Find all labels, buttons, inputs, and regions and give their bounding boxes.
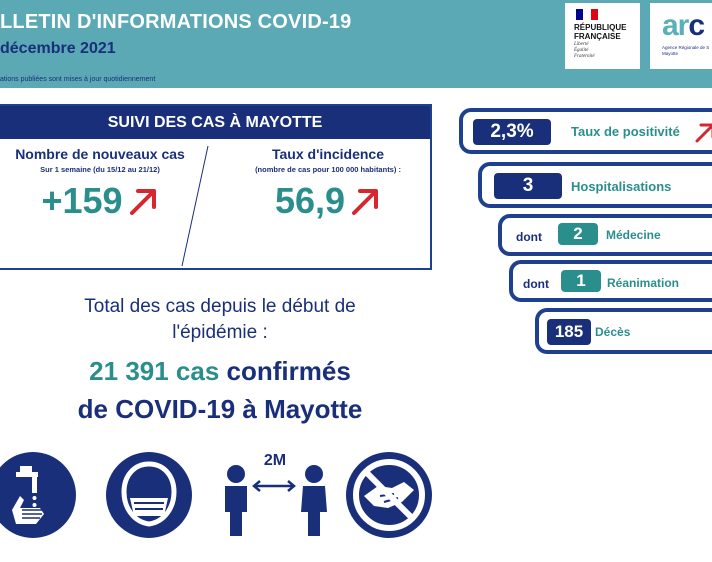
hospitalisations-stat: 3 Hospitalisations: [478, 162, 712, 208]
incidence-unit: (nombre de cas pour 100 000 habitants) :: [255, 165, 401, 174]
total-intro-line1: Total des cas depuis le début de: [84, 296, 356, 317]
french-flag-icon: [576, 9, 598, 20]
reanimation-label: Réanimation: [607, 276, 680, 290]
update-note: ations publiées sont mises à jour quotid…: [0, 76, 156, 83]
column-divider: [181, 146, 209, 266]
total-confirmed-word: confirmés: [226, 356, 351, 386]
bulletin-date: décembre 2021: [0, 40, 116, 57]
cases-panel: SUIVI DES CAS À MAYOTTE Nombre de nouvea…: [0, 104, 432, 270]
new-cases-period: Sur 1 semaine (du 15/12 au 21/12): [40, 165, 160, 174]
deces-value: 185: [547, 319, 591, 345]
ars-subtitle: Agence Régionale de S Mayotte: [662, 45, 710, 56]
hospitalisations-value: 3: [494, 173, 562, 199]
positivity-value: 2,3%: [473, 119, 551, 145]
rf-name: RÉPUBLIQUE FRANÇAISE: [574, 23, 627, 41]
trend-up-arrow-icon: [129, 189, 156, 215]
header-banner: LLETIN D'INFORMATIONS COVID-19 décembre …: [0, 0, 712, 88]
positivity-label: Taux de positivité: [571, 124, 680, 139]
total-cases-count: 21 391 cas confirmés: [20, 356, 420, 387]
social-distancing-icon: 2M: [218, 452, 330, 538]
incidence-value: 56,9: [274, 180, 346, 221]
positivity-stat: 2,3% Taux de positivité: [459, 108, 712, 154]
hospitalisations-label: Hospitalisations: [571, 179, 672, 194]
medecine-value: 2: [558, 223, 598, 245]
medecine-stat: dont 2 Médecine: [498, 214, 712, 256]
incidence-block: Taux d'incidence (nombre de cas pour 100…: [228, 146, 428, 222]
trend-up-arrow-icon: [352, 189, 379, 215]
face-mask-icon: [106, 452, 192, 538]
reanimation-value: 1: [561, 270, 601, 292]
hand-washing-icon: [0, 452, 76, 538]
reanimation-prefix: dont: [523, 277, 549, 291]
medecine-prefix: dont: [516, 230, 542, 244]
new-cases-value: +159: [41, 180, 123, 221]
bulletin-title: LLETIN D'INFORMATIONS COVID-19: [0, 11, 352, 33]
new-cases-title: Nombre de nouveaux cas: [15, 146, 185, 162]
reanimation-stat: dont 1 Réanimation: [509, 260, 712, 302]
trend-up-arrow-icon: [695, 123, 712, 143]
distance-label: 2M: [263, 452, 287, 469]
republique-francaise-logo: RÉPUBLIQUE FRANÇAISE Liberté Égalité Fra…: [565, 3, 640, 69]
incidence-title: Taux d'incidence: [272, 146, 384, 162]
total-cases-scope: de COVID-19 à Mayotte: [77, 394, 363, 424]
total-count-value: 21 391 cas: [89, 356, 220, 386]
no-handshake-icon: [346, 452, 432, 538]
cases-banner: SUIVI DES CAS À MAYOTTE: [0, 106, 430, 139]
ars-wordmark: arc: [662, 9, 705, 42]
rf-motto: Liberté Égalité Fraternité: [574, 42, 595, 59]
ars-logo: arc Agence Régionale de S Mayotte: [650, 3, 712, 69]
total-intro-line2: l'épidémie :: [172, 322, 268, 343]
deces-stat: 185 Décès: [535, 308, 712, 354]
medecine-label: Médecine: [606, 228, 661, 242]
deces-label: Décès: [595, 325, 631, 339]
new-cases-block: Nombre de nouveaux cas Sur 1 semaine (du…: [0, 146, 200, 222]
